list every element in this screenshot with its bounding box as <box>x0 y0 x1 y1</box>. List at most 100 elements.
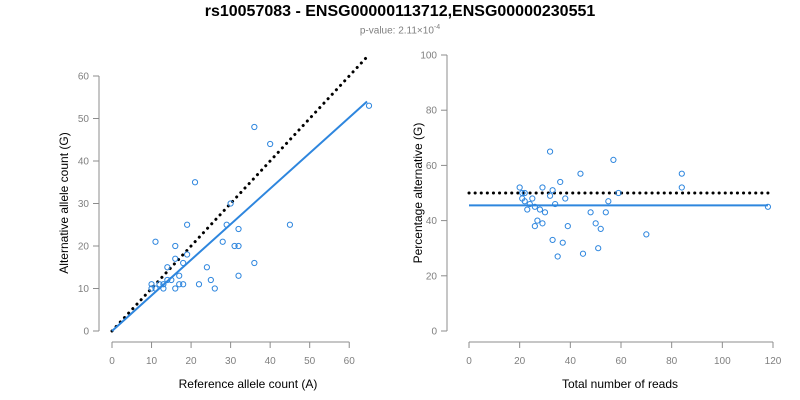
data-point <box>562 195 569 202</box>
data-point <box>549 236 556 244</box>
data-point <box>227 200 234 207</box>
data-point <box>579 250 587 257</box>
data-point <box>148 281 155 288</box>
data-point <box>235 242 242 250</box>
y-axis-label: Alternative allele count (G) <box>57 132 71 273</box>
data-point <box>168 276 175 284</box>
data-point <box>552 200 559 208</box>
data-point <box>554 253 561 260</box>
data-point <box>251 123 258 131</box>
data-point <box>534 217 541 224</box>
data-point <box>595 245 602 252</box>
data-point <box>564 223 571 230</box>
y-axis-label: Percentage alternative (G) <box>411 123 425 264</box>
data-point <box>148 285 155 292</box>
data-point <box>531 203 538 210</box>
data-point <box>521 198 528 205</box>
x-tick-label: 60 <box>615 356 627 367</box>
y-tick-label: 40 <box>426 216 438 227</box>
data-point <box>577 170 584 177</box>
data-point <box>678 184 685 191</box>
y-tick-label: 40 <box>78 157 90 168</box>
y-tick-label: 0 <box>431 327 437 338</box>
x-tick-label: 40 <box>265 356 277 367</box>
x-axis-label: Total number of reads <box>562 377 678 391</box>
p-value-text: p-value: 2.11×10 <box>359 25 434 37</box>
x-tick-label: 30 <box>225 356 237 367</box>
y-tick-label: 10 <box>78 284 90 295</box>
y-tick-label: 20 <box>78 242 90 253</box>
plot-right: 0 20 40 60 80 100 120 0 20 40 60 80 100 Total number … <box>411 51 782 392</box>
data-point <box>597 225 604 232</box>
data-point <box>764 203 772 210</box>
data-point <box>521 189 528 197</box>
x-tick-label: 20 <box>514 356 526 367</box>
data-point <box>160 281 167 288</box>
data-point <box>176 281 183 288</box>
x-tick-label: 40 <box>565 356 577 367</box>
data-point <box>602 209 609 216</box>
data-point <box>615 189 622 197</box>
plot-left: 0 10 20 30 40 50 60 0 10 20 30 40 50 60 Reference alle… <box>57 55 373 391</box>
data-point <box>605 198 612 205</box>
data-point <box>211 285 218 292</box>
data-point <box>235 225 242 233</box>
p-value-exponent: -4 <box>433 24 441 31</box>
data-point <box>592 220 599 227</box>
data-point <box>160 285 167 292</box>
data-point <box>172 255 179 262</box>
y-tick-label: 0 <box>83 327 89 338</box>
data-point <box>536 206 544 213</box>
y-tick-label: 60 <box>426 161 438 172</box>
data-point <box>203 264 210 271</box>
data-point <box>195 281 203 288</box>
data-point <box>541 209 549 216</box>
data-point <box>219 238 226 245</box>
data-point <box>559 239 566 246</box>
data-point <box>152 285 159 292</box>
data-point <box>531 223 538 230</box>
data-point <box>546 148 554 155</box>
x-axis-label: Reference allele count (A) <box>179 377 318 391</box>
y-tick-label: 30 <box>78 199 90 210</box>
data-point <box>191 179 199 186</box>
data-point <box>176 272 183 279</box>
chart-subtitle: p-value: 2.11×10-4 <box>0 24 800 36</box>
data-point <box>164 276 171 284</box>
data-point <box>184 251 191 258</box>
data-point <box>678 170 685 177</box>
data-point <box>524 206 531 213</box>
y-tick-label: 100 <box>420 51 437 62</box>
data-point <box>184 221 191 228</box>
data-point <box>529 195 536 202</box>
y-tick-label: 60 <box>78 72 90 83</box>
data-point <box>251 259 258 267</box>
data-point <box>223 221 230 228</box>
data-point <box>546 192 554 199</box>
x-tick-label: 0 <box>109 356 115 367</box>
x-tick-label: 10 <box>146 356 158 367</box>
data-point <box>643 231 650 238</box>
data-point <box>365 102 373 109</box>
fit-line <box>111 100 368 332</box>
data-point <box>539 220 546 227</box>
x-tick-label: 60 <box>344 356 356 367</box>
data-point <box>235 272 242 279</box>
x-tick-label: 20 <box>186 356 198 367</box>
x-tick-label: 100 <box>714 356 731 367</box>
y-tick-label: 50 <box>78 114 90 125</box>
y-tick-label: 20 <box>426 271 438 282</box>
x-tick-label: 50 <box>304 356 316 367</box>
data-point <box>539 184 546 191</box>
data-point <box>180 259 187 267</box>
data-point <box>152 238 159 245</box>
data-point <box>231 242 238 250</box>
data-point <box>610 156 617 163</box>
data-point <box>267 140 274 148</box>
data-point <box>172 285 179 292</box>
data-point <box>526 200 533 208</box>
data-point <box>164 264 171 271</box>
data-point <box>180 281 187 288</box>
x-tick-label: 120 <box>765 356 782 367</box>
